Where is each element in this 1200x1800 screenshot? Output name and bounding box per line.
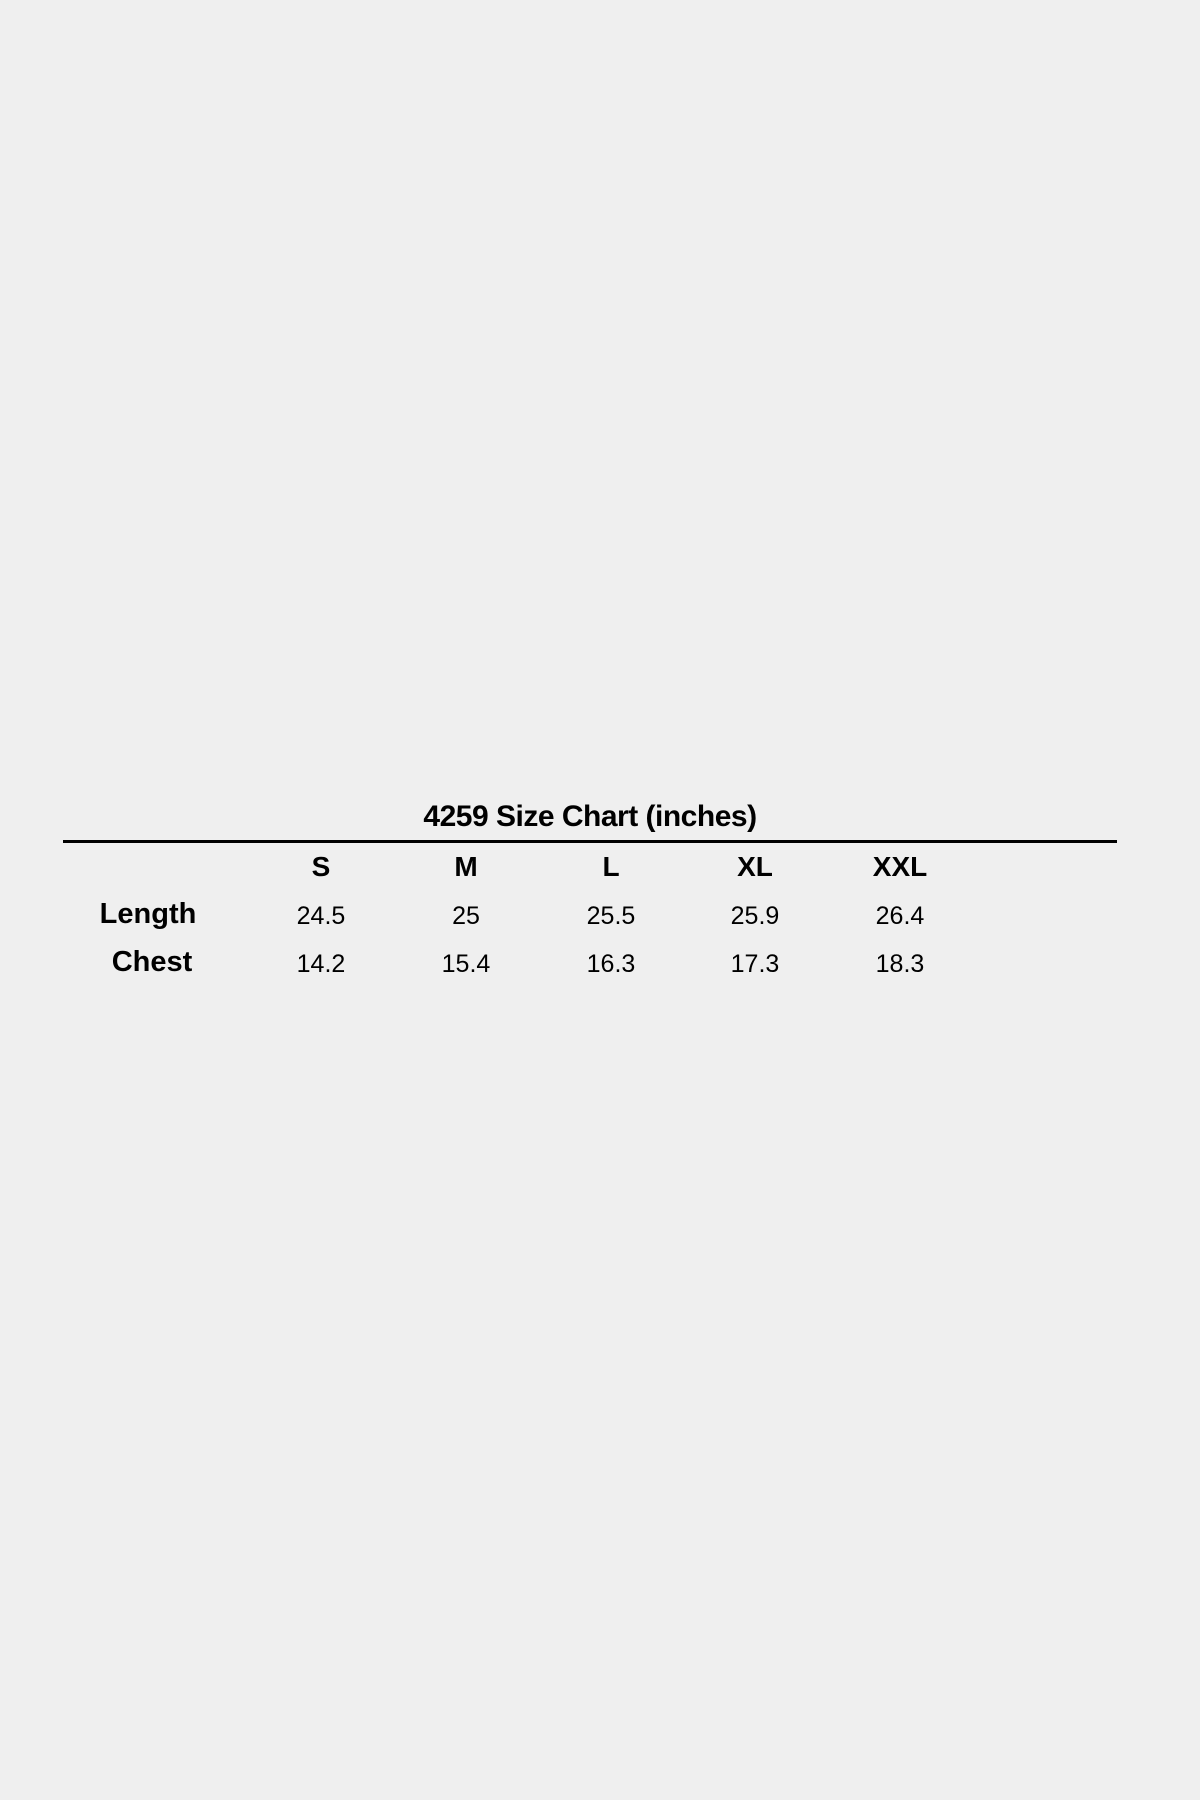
column-header-xl: XL xyxy=(737,851,773,882)
table-cell: 17.3 xyxy=(730,950,780,978)
table-cell: 25.5 xyxy=(586,902,636,930)
row-label-length: Length xyxy=(99,898,197,930)
table-cell: 15.4 xyxy=(441,950,491,978)
table-cell: 14.2 xyxy=(296,950,346,978)
table-cell: 24.5 xyxy=(296,902,346,930)
table-cell: 18.3 xyxy=(875,950,925,978)
column-header-xxl: XXL xyxy=(872,851,928,882)
column-header-l: L xyxy=(602,851,620,882)
column-header-m: M xyxy=(454,851,478,882)
row-label-chest: Chest xyxy=(111,946,193,978)
table-cell: 25 xyxy=(452,902,480,930)
column-header-s: S xyxy=(311,851,331,882)
table-cell: 26.4 xyxy=(875,902,925,930)
table-cell: 16.3 xyxy=(586,950,636,978)
table-cell: 25.9 xyxy=(730,902,780,930)
title-divider xyxy=(63,840,1117,843)
size-chart-title: 4259 Size Chart (inches) xyxy=(423,800,757,833)
